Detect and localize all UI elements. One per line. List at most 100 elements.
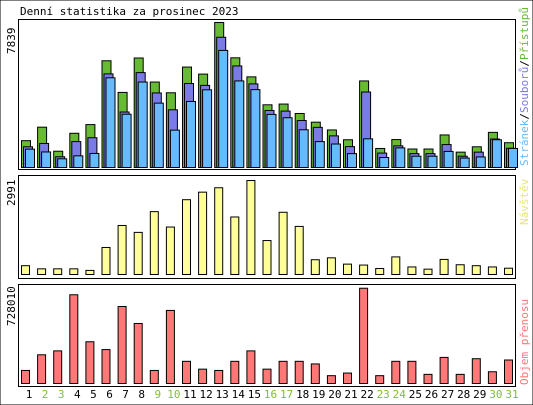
bar-pages-day-21 (347, 153, 357, 169)
bar-transfer-day-30 (487, 371, 497, 384)
xtick-label-day-31: 31 (505, 388, 518, 401)
legend-sep-2: / (518, 60, 531, 67)
bar-visits-day-30 (487, 266, 497, 275)
xtick-label-day-13: 13 (216, 388, 229, 401)
bar-transfer-day-26 (423, 373, 433, 384)
bar-visits-day-28 (455, 264, 465, 276)
xtick-label-day-24: 24 (393, 388, 407, 401)
xtick-label-day-5: 5 (90, 388, 97, 401)
chart-title: Denní statistika za prosinec 2023 (20, 5, 239, 18)
bar-transfer-day-16 (262, 368, 272, 385)
bar-visits-day-29 (471, 265, 481, 275)
bar-transfer-day-1 (21, 369, 30, 384)
xtick-label-day-17: 17 (280, 388, 293, 401)
bar-pages-day-2 (41, 151, 52, 169)
bar-transfer-day-8 (133, 322, 143, 385)
bar-visits-day-7 (117, 224, 127, 275)
xtick-label-day-22: 22 (360, 388, 373, 401)
xtick-label-day-6: 6 (106, 388, 113, 401)
bar-visits-day-6 (101, 246, 111, 275)
xtick-label-day-3: 3 (58, 388, 65, 401)
xtick-label-day-10: 10 (167, 388, 180, 401)
xtick-label-day-23: 23 (377, 388, 390, 401)
bar-pages-day-8 (137, 81, 148, 168)
bar-transfer-day-5 (85, 341, 95, 385)
bar-visits-day-31 (504, 267, 513, 276)
bar-visits-day-13 (214, 187, 224, 275)
bar-visits-day-19 (310, 259, 320, 276)
bar-pages-day-20 (330, 143, 341, 168)
bar-transfer-day-3 (53, 350, 63, 385)
bar-visits-day-18 (294, 225, 304, 275)
xtick-label-day-2: 2 (42, 388, 49, 401)
bar-transfer-day-21 (343, 372, 352, 384)
bar-transfer-day-24 (391, 360, 401, 385)
bar-pages-day-12 (202, 89, 213, 168)
bar-pages-day-19 (314, 141, 325, 168)
bar-transfer-day-19 (310, 363, 320, 384)
bar-visits-day-2 (37, 268, 47, 275)
xtick-label-day-20: 20 (328, 388, 341, 401)
bar-transfer-day-28 (455, 373, 465, 384)
bar-pages-day-9 (153, 102, 164, 168)
bar-transfer-day-14 (230, 360, 240, 385)
xtick-label-day-21: 21 (344, 388, 357, 401)
bar-transfer-day-10 (165, 309, 175, 384)
bar-pages-day-26 (427, 155, 438, 169)
bar-pages-day-22 (363, 138, 374, 169)
bar-visits-day-20 (326, 257, 336, 275)
bar-transfer-day-20 (326, 375, 336, 385)
bar-transfer-day-12 (198, 368, 208, 385)
bar-visits-day-14 (230, 216, 240, 275)
xtick-label-day-8: 8 (138, 388, 145, 401)
bar-visits-day-11 (182, 199, 191, 275)
bar-transfer-day-31 (504, 359, 513, 385)
bar-visits-day-22 (359, 264, 369, 276)
bar-transfer-day-25 (407, 360, 417, 385)
bar-visits-day-9 (149, 211, 159, 275)
xtick-label-day-19: 19 (312, 388, 325, 401)
xtick-label-day-18: 18 (296, 388, 309, 401)
bar-pages-day-4 (73, 155, 84, 168)
xtick-label-day-25: 25 (409, 388, 422, 401)
bar-visits-day-4 (69, 268, 79, 275)
xtick-label-day-1: 1 (26, 388, 33, 401)
xtick-label-day-27: 27 (441, 388, 454, 401)
ytick-label-top: 7839 (5, 28, 18, 55)
bar-visits-day-15 (246, 180, 256, 276)
bar-transfer-day-29 (471, 358, 481, 385)
xtick-label-day-16: 16 (264, 388, 277, 401)
xtick-label-day-26: 26 (425, 388, 438, 401)
bars-visits (21, 180, 513, 276)
x-axis-day-labels: 1 2 3 4 5 6 7 8 9 10 11 12 13 14 15 16 17 18 19 20 21 22 23 24 2… (26, 388, 519, 401)
bar-transfer-day-6 (101, 349, 111, 385)
bar-transfer-day-13 (214, 369, 224, 384)
bar-visits-day-24 (391, 256, 401, 276)
bar-visits-day-3 (53, 268, 63, 275)
xtick-label-day-28: 28 (457, 388, 470, 401)
bar-pages-day-29 (475, 156, 486, 168)
legend-pages: Stránek (518, 119, 531, 166)
bar-pages-day-24 (395, 147, 406, 169)
xtick-label-day-15: 15 (248, 388, 261, 401)
bar-pages-day-14 (234, 80, 245, 168)
bar-pages-day-16 (266, 113, 277, 168)
legend-transfer: Objem přenosu (518, 299, 531, 385)
bar-pages-day-17 (282, 117, 293, 168)
bar-pages-day-10 (169, 129, 180, 169)
legend-files: Souborů (518, 67, 531, 113)
bar-transfer-day-22 (359, 287, 369, 385)
legend-visits: Návštěv (518, 178, 531, 225)
bar-visits-day-12 (198, 191, 208, 276)
bar-pages-day-6 (105, 77, 116, 168)
xtick-label-day-4: 4 (74, 388, 81, 401)
bar-pages-day-27 (443, 150, 454, 168)
bar-transfer-day-2 (37, 354, 47, 384)
bar-visits-day-5 (85, 269, 95, 275)
bar-transfer-day-17 (278, 360, 288, 385)
xtick-label-day-14: 14 (232, 388, 246, 401)
bar-pages-day-23 (379, 157, 390, 168)
bar-transfer-day-7 (117, 306, 127, 385)
bar-visits-day-23 (375, 268, 385, 275)
